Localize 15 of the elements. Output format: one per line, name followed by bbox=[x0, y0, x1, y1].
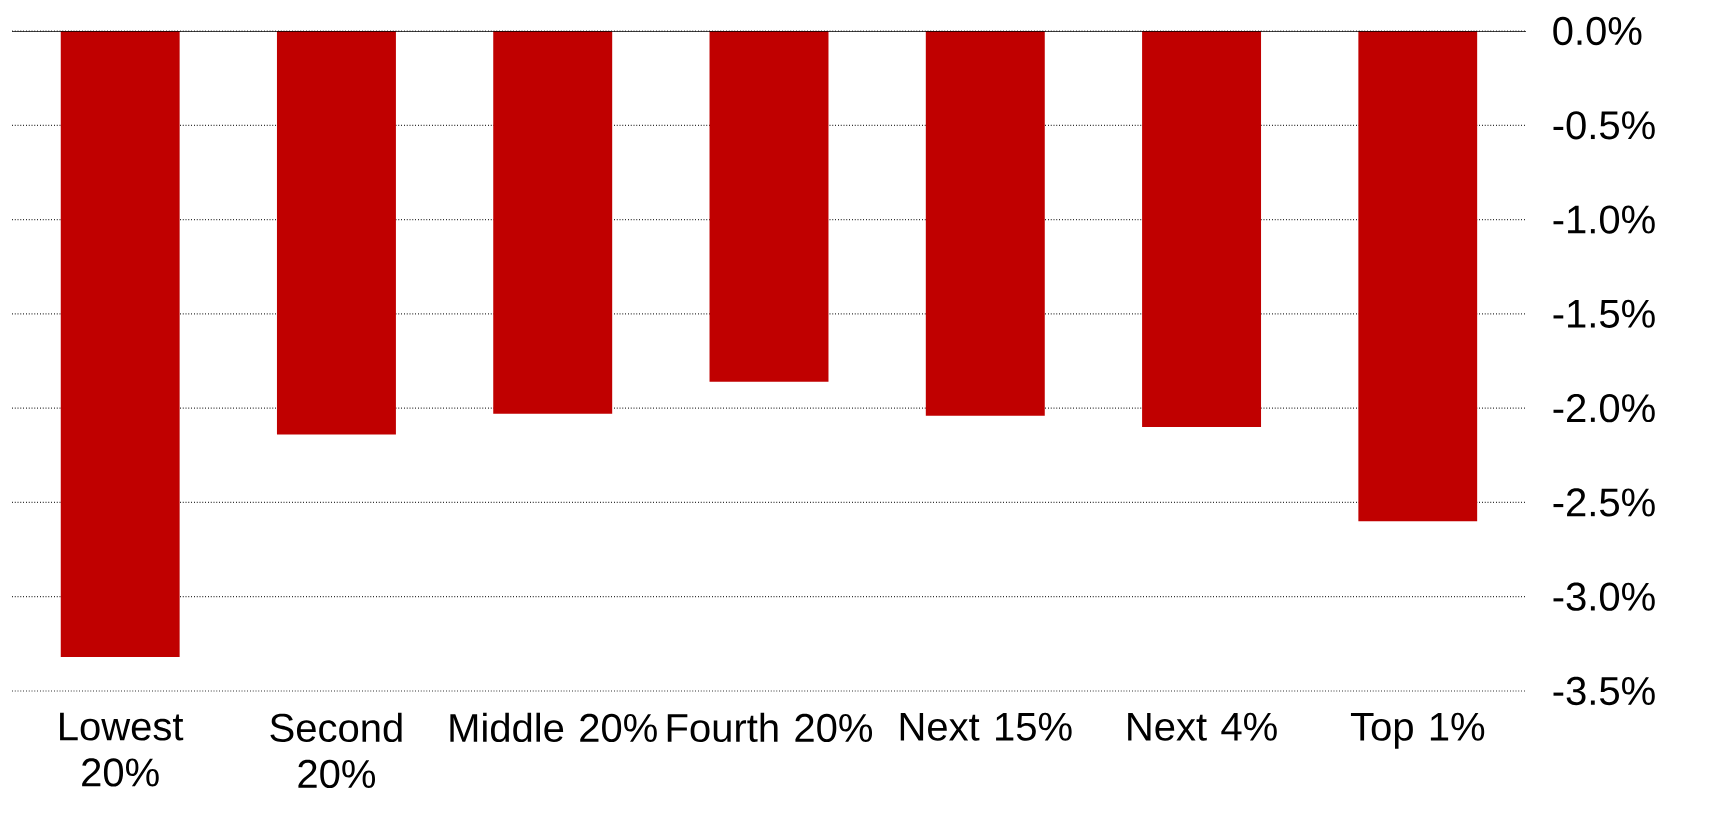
y-tick-label: 0.0% bbox=[1553, 16, 1642, 46]
x-tick-label: Middle 20% bbox=[450, 712, 657, 743]
x-tick-label: Top 1% bbox=[1350, 712, 1485, 749]
x-tick-label: Next 15% bbox=[900, 712, 1072, 741]
y-tick-label: -1.0% bbox=[1553, 205, 1655, 234]
x-tick-label: Fourth 20% bbox=[667, 712, 873, 743]
y-tick-label: -2.5% bbox=[1553, 488, 1655, 517]
y-tick-label: -3.5% bbox=[1553, 676, 1655, 706]
x-tick-label: Second 20% bbox=[270, 712, 402, 789]
y-tick-label: -3.0% bbox=[1553, 582, 1655, 611]
y-tick-label: -2.0% bbox=[1553, 393, 1655, 423]
x-tick-label: Lowest 20% bbox=[60, 712, 184, 787]
y-tick-label: -1.5% bbox=[1553, 299, 1655, 328]
x-tick-label: Next 4% bbox=[1128, 712, 1277, 741]
y-tick-label: -0.5% bbox=[1553, 111, 1655, 140]
